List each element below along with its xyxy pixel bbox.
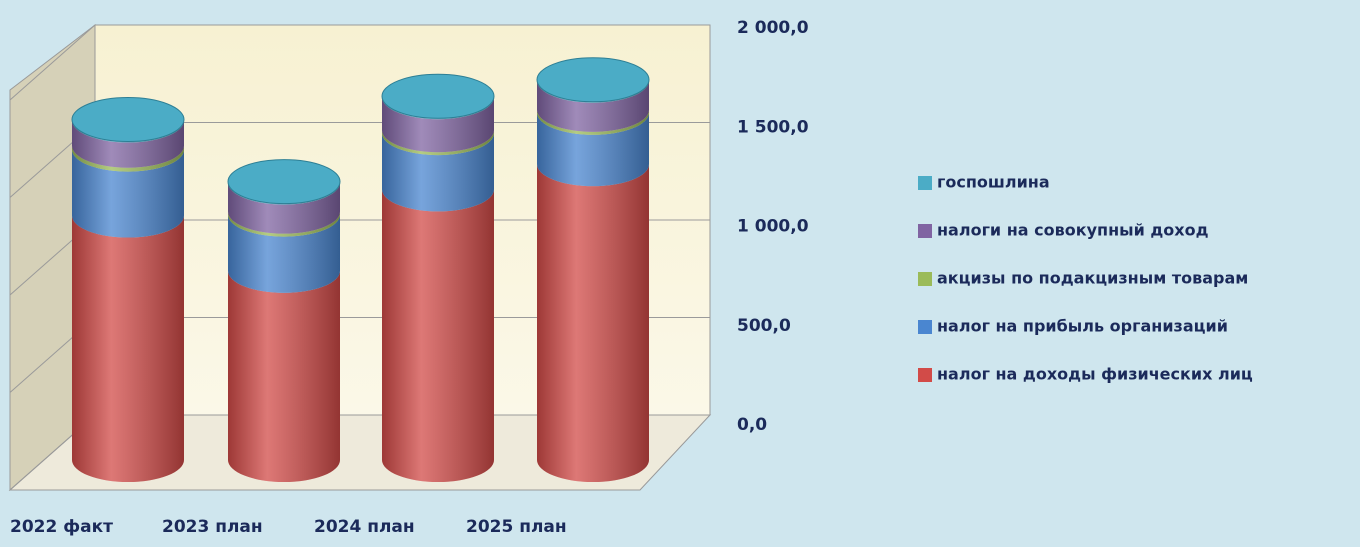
legend-swatch — [918, 176, 932, 190]
grid-line-side — [9, 24, 96, 101]
bar-shade — [382, 97, 495, 153]
legend-label: налог на прибыль организаций — [937, 317, 1228, 336]
x-tick-label: 2022 факт — [10, 517, 113, 537]
legend-swatch — [918, 272, 932, 286]
legend-swatch — [918, 224, 932, 238]
legend-label: акцизы по подакцизным товарам — [937, 269, 1248, 288]
bar-shade — [72, 215, 184, 482]
legend-swatch — [918, 368, 932, 382]
bar-shade — [382, 133, 495, 212]
y-tick-label: 1 000,0 — [737, 217, 809, 237]
legend-label: налог на доходы физических лиц — [937, 365, 1253, 384]
bar-shade — [72, 149, 184, 238]
bar-shade — [537, 164, 649, 482]
y-tick-label: 1 500,0 — [737, 117, 809, 137]
bar-top — [536, 57, 650, 103]
bar-shade — [537, 112, 649, 187]
bar-top — [227, 159, 341, 205]
bar-shade — [228, 182, 340, 234]
y-tick-label: 2 000,0 — [737, 18, 809, 38]
x-tick-label: 2024 план — [314, 517, 415, 537]
bar-shade — [537, 80, 649, 132]
bar-shade — [228, 214, 340, 293]
bar-shade — [72, 145, 184, 172]
bar-shade — [382, 189, 494, 482]
y-tick-label: 0,0 — [737, 415, 767, 435]
bar-top — [381, 73, 495, 119]
x-tick-label: 2023 план — [162, 517, 263, 537]
y-tick-label: 500,0 — [737, 316, 791, 336]
legend-label: налоги на совокупный доход — [937, 221, 1209, 240]
legend-label: госпошлина — [937, 173, 1050, 192]
bar-top — [71, 97, 185, 143]
bar-shade — [72, 120, 184, 168]
legend-swatch — [918, 320, 932, 334]
x-tick-label: 2025 план — [466, 517, 567, 537]
bar-shade — [228, 270, 340, 482]
